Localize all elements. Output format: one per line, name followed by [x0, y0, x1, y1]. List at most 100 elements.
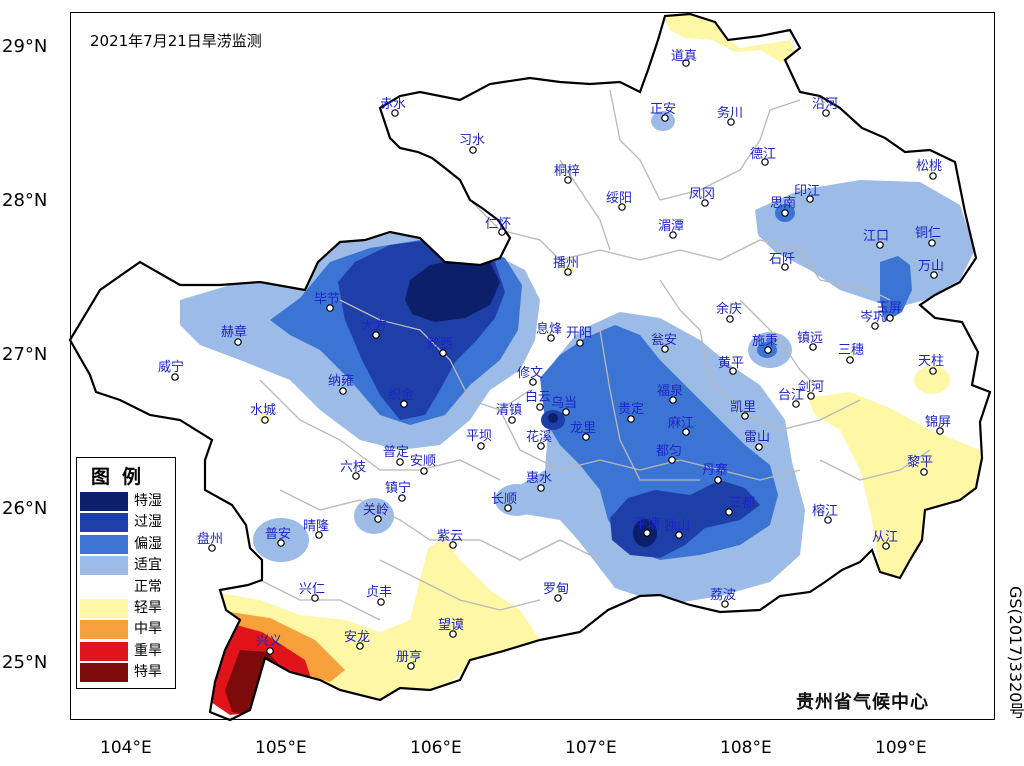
station-marker — [714, 476, 722, 484]
station-marker — [537, 484, 545, 492]
station-label: 天柱 — [918, 354, 945, 369]
legend-item: 特旱 — [80, 663, 174, 683]
station-marker — [792, 400, 800, 408]
station-label: 瓮安 — [651, 333, 678, 348]
station-label: 务川 — [717, 106, 744, 121]
station-label: 兴义 — [256, 634, 283, 649]
station-label: 德江 — [750, 147, 777, 162]
station-marker — [356, 642, 364, 650]
station-label: 桐梓 — [554, 164, 581, 179]
station-label: 安顺 — [410, 454, 437, 469]
station-marker — [661, 114, 669, 122]
station-label: 余庆 — [716, 302, 743, 317]
station-marker — [761, 158, 769, 166]
station-label: 盘州 — [197, 532, 224, 547]
legend-swatch — [80, 556, 128, 576]
station-label: 赫章 — [221, 325, 248, 340]
map-frame — [70, 12, 995, 720]
station-marker — [936, 427, 944, 435]
legend-label: 特旱 — [134, 664, 162, 681]
station-label: 都匀 — [656, 444, 683, 459]
legend: 图例 特湿 过湿 偏湿 适宜 正常 轻旱 中旱 重旱 特旱 — [76, 457, 176, 689]
legend-swatch — [80, 641, 128, 661]
station-marker — [729, 367, 737, 375]
lat-label-27: 27°N — [2, 344, 48, 365]
station-label: 毕节 — [314, 292, 341, 307]
station-label: 播州 — [553, 256, 580, 271]
legend-label: 过湿 — [134, 514, 162, 531]
lon-label-109: 109°E — [875, 738, 927, 758]
lat-label-29: 29°N — [2, 36, 48, 57]
legend-item: 正常 — [80, 577, 174, 597]
station-label: 贞丰 — [366, 585, 393, 600]
station-label: 望谟 — [438, 618, 465, 633]
station-marker — [755, 443, 763, 451]
station-marker — [846, 356, 854, 364]
lon-label-108: 108°E — [720, 738, 772, 758]
station-label: 施秉 — [752, 334, 779, 349]
lon-label-106: 106°E — [410, 738, 462, 758]
station-label: 乌当 — [551, 396, 578, 411]
station-label: 黄平 — [718, 356, 745, 371]
light-drought-zone-north — [662, 14, 800, 62]
station-marker — [529, 378, 537, 386]
station-marker — [682, 428, 690, 436]
legend-swatch — [80, 513, 128, 533]
station-marker — [721, 600, 729, 608]
legend-swatch — [80, 534, 128, 554]
station-marker — [582, 433, 590, 441]
station-label: 花溪 — [526, 430, 553, 445]
station-marker — [407, 662, 415, 670]
station-label: 丹寨 — [702, 463, 729, 478]
station-marker — [171, 373, 179, 381]
station-marker — [807, 392, 815, 400]
station-label: 长顺 — [491, 492, 518, 507]
station-marker — [449, 630, 457, 638]
station-label: 三穗 — [838, 343, 865, 358]
station-marker — [764, 346, 772, 354]
lon-label-107: 107°E — [565, 738, 617, 758]
station-marker — [372, 331, 380, 339]
county-borders — [259, 89, 931, 621]
station-marker — [618, 203, 626, 211]
legend-label: 中旱 — [134, 621, 162, 638]
station-label: 江口 — [863, 229, 890, 244]
station-label: 普定 — [383, 445, 410, 460]
station-marker — [882, 542, 890, 550]
legend-label: 特湿 — [134, 493, 162, 509]
station-label: 黔西 — [427, 337, 454, 352]
lon-label-104: 104°E — [100, 738, 152, 758]
station-label: 仁怀 — [485, 217, 512, 232]
station-marker — [627, 415, 635, 423]
station-marker — [576, 339, 584, 347]
lat-label-25: 25°N — [2, 652, 48, 673]
lon-label-105: 105°E — [255, 738, 307, 758]
station-marker — [725, 508, 733, 516]
station-marker — [398, 494, 406, 502]
station-marker — [508, 416, 516, 424]
station-label: 平坝 — [466, 429, 493, 444]
station-marker — [420, 467, 428, 475]
station-marker — [396, 458, 404, 466]
station-marker — [886, 314, 894, 322]
station-marker — [930, 271, 938, 279]
legend-label: 重旱 — [134, 642, 162, 659]
station-label: 岑巩 — [860, 310, 887, 325]
station-label: 雷山 — [744, 430, 771, 445]
station-label: 习水 — [459, 133, 486, 148]
slightly-wet-zone-northeast — [880, 256, 912, 322]
station-marker — [564, 268, 572, 276]
station-marker — [876, 241, 884, 249]
station-marker — [928, 239, 936, 247]
station-marker — [326, 304, 334, 312]
station-marker — [261, 416, 269, 424]
station-marker — [554, 594, 562, 602]
station-label: 贵定 — [618, 402, 645, 417]
station-label: 锦屏 — [925, 415, 952, 430]
station-label: 松桃 — [916, 159, 943, 174]
station-label: 赤水 — [380, 97, 407, 112]
station-marker — [400, 400, 408, 408]
legend-swatch — [80, 620, 128, 640]
station-marker — [391, 109, 399, 117]
station-marker — [675, 531, 683, 539]
